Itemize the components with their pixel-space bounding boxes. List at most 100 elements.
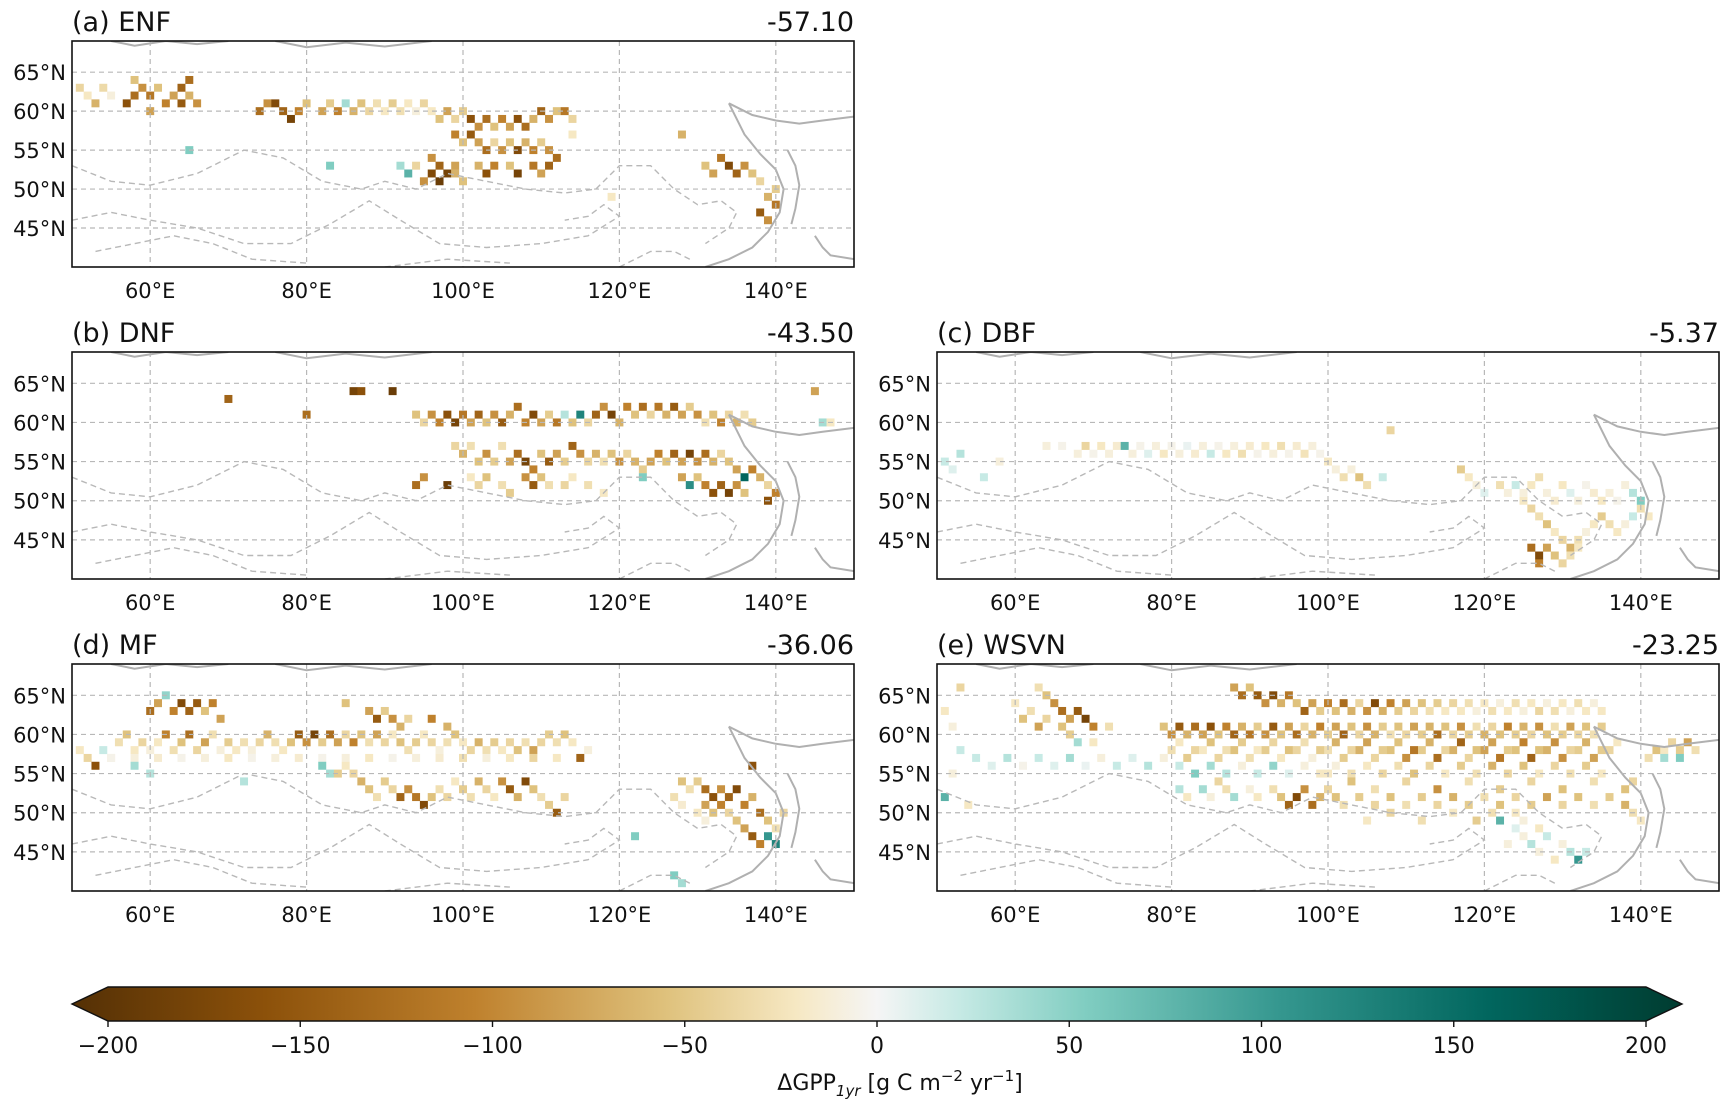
- map-content: [72, 664, 854, 891]
- grid-cell: [388, 730, 397, 739]
- grid-cell: [584, 481, 593, 490]
- grid-cell: [1691, 746, 1700, 755]
- x-tick-label: 140°E: [1609, 591, 1673, 615]
- grid-cell: [1245, 683, 1254, 692]
- grid-cell: [529, 114, 538, 123]
- grid-cell: [216, 746, 225, 755]
- grid-cell: [1159, 449, 1168, 458]
- grid-cell: [1535, 551, 1544, 560]
- grid-cell: [1417, 746, 1426, 755]
- grid-cell: [1316, 769, 1325, 778]
- grid-cell: [521, 473, 530, 482]
- grid-cell: [717, 153, 726, 162]
- grid-cell: [1589, 699, 1598, 708]
- grid-cell: [459, 410, 467, 419]
- panel-title: (e) WSVN: [937, 630, 1066, 661]
- grid-cell: [443, 410, 452, 419]
- grid-cell: [1198, 441, 1207, 450]
- grid-cell: [717, 785, 726, 794]
- grid-cell: [748, 793, 757, 802]
- grid-cell: [451, 169, 460, 178]
- country-border: [937, 772, 1603, 869]
- coastline: [275, 352, 432, 360]
- grid-cell: [1331, 465, 1340, 474]
- grid-cell: [670, 793, 679, 802]
- grid-cell: [107, 753, 116, 762]
- y-tick-label: 50°N: [878, 490, 931, 514]
- grid-cell: [130, 91, 139, 100]
- grid-cell: [521, 138, 530, 147]
- grid-cell: [365, 753, 374, 762]
- grid-cell: [1511, 824, 1520, 833]
- x-tick-label: 80°E: [281, 903, 332, 927]
- map-frame: [936, 351, 1720, 580]
- grid-cell: [529, 410, 538, 419]
- grid-cell: [685, 785, 694, 794]
- grid-cell: [677, 800, 686, 809]
- grid-cell: [1370, 699, 1379, 708]
- grid-cell: [1410, 706, 1419, 715]
- grid-cell: [302, 738, 311, 747]
- grid-cell: [427, 738, 436, 747]
- x-tick-label: 140°E: [744, 903, 808, 927]
- grid-cell: [1425, 761, 1434, 770]
- grid-cell: [263, 730, 272, 739]
- country-border: [937, 511, 1486, 561]
- grid-cell: [1503, 840, 1512, 849]
- grid-cell: [419, 177, 428, 186]
- grid-cell: [505, 753, 514, 762]
- y-tick-label: 55°N: [878, 451, 931, 475]
- y-tick-label: 50°N: [13, 802, 66, 826]
- grid-cell: [302, 99, 311, 108]
- x-tick-label: 80°E: [281, 279, 332, 303]
- grid-cell: [1355, 730, 1364, 739]
- grid-cell: [404, 169, 413, 178]
- grid-cell: [1605, 520, 1614, 529]
- grid-cell: [130, 746, 139, 755]
- grid-cell: [365, 706, 374, 715]
- grid-cell: [443, 722, 452, 731]
- grid-cell: [1558, 800, 1567, 809]
- grid-cell: [146, 746, 155, 755]
- grid-cell: [365, 738, 374, 747]
- grid-cell: [1496, 785, 1505, 794]
- grid-cell: [1191, 722, 1200, 731]
- grid-cell: [1511, 746, 1520, 755]
- grid-cell: [99, 83, 108, 92]
- grid-cell: [638, 402, 647, 411]
- grid-cell: [701, 449, 710, 458]
- grid-cell: [1480, 730, 1489, 739]
- grid-cell: [505, 785, 514, 794]
- x-tick-label: 100°E: [431, 279, 495, 303]
- grid-cell: [1128, 449, 1137, 458]
- grid-cell: [459, 785, 467, 794]
- grid-cell: [677, 457, 686, 466]
- grid-cell: [130, 753, 139, 762]
- country-border: [937, 823, 1486, 873]
- grid-cell: [427, 107, 436, 116]
- grid-cell: [490, 410, 499, 419]
- grid-cell: [1347, 746, 1356, 755]
- grid-cell: [427, 793, 436, 802]
- coastline: [1679, 547, 1719, 573]
- grid-cell: [1449, 746, 1458, 755]
- grid-cell: [482, 746, 491, 755]
- grid-cell: [1441, 746, 1450, 755]
- grid-cell: [1073, 706, 1082, 715]
- grid-cell: [1441, 722, 1450, 731]
- y-tick-label: 55°N: [13, 763, 66, 787]
- grid-cell: [435, 753, 444, 762]
- grid-cell: [482, 169, 491, 178]
- grid-cell: [1363, 816, 1372, 825]
- grid-cell: [498, 114, 507, 123]
- grid-cell: [388, 714, 397, 723]
- grid-cell: [1128, 753, 1137, 762]
- country-border: [937, 460, 1603, 557]
- grid-cell: [1511, 793, 1520, 802]
- grid-cell: [83, 91, 92, 100]
- grid-cell: [1542, 832, 1551, 841]
- x-tick-label: 120°E: [587, 591, 651, 615]
- panel-title: (d) MF: [72, 630, 158, 661]
- grid-cell: [138, 738, 147, 747]
- x-tick-label: 100°E: [1296, 591, 1360, 615]
